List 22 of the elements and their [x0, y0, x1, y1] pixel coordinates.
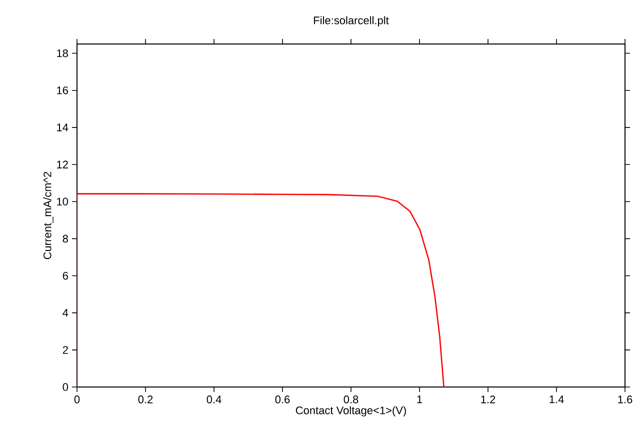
y-tick-label: 12	[57, 160, 68, 168]
y-tick-label: 10	[57, 198, 68, 206]
x-tick-label: 1.2	[481, 396, 496, 404]
x-tick-label: 0.4	[206, 396, 222, 404]
x-tick-label: 0.6	[275, 396, 290, 404]
x-tick-label: 0.2	[138, 396, 153, 404]
y-axis-title: Current_mA/cm^2	[43, 172, 54, 260]
y-tick-label: 8	[62, 234, 68, 243]
x-axis-title: Contact Voltage<1>(V)	[296, 406, 406, 416]
y-tick-label: 18	[57, 49, 68, 58]
y-tick-label: 14	[57, 124, 68, 132]
x-tick-label: 0.8	[344, 396, 358, 404]
chart-title: File:solarcell.plt	[314, 16, 389, 26]
x-tick-label: 0	[74, 396, 80, 404]
x-tick-label: 1.4	[550, 396, 564, 404]
x-tick-label: 1.6	[618, 396, 632, 404]
y-tick-label: 0	[62, 383, 68, 391]
y-tick-label: 6	[62, 272, 68, 280]
x-tick-label: 1	[417, 396, 422, 404]
y-tick-label: 2	[62, 346, 68, 354]
y-tick-label: 4	[62, 309, 68, 317]
y-tick-label: 16	[57, 86, 68, 94]
